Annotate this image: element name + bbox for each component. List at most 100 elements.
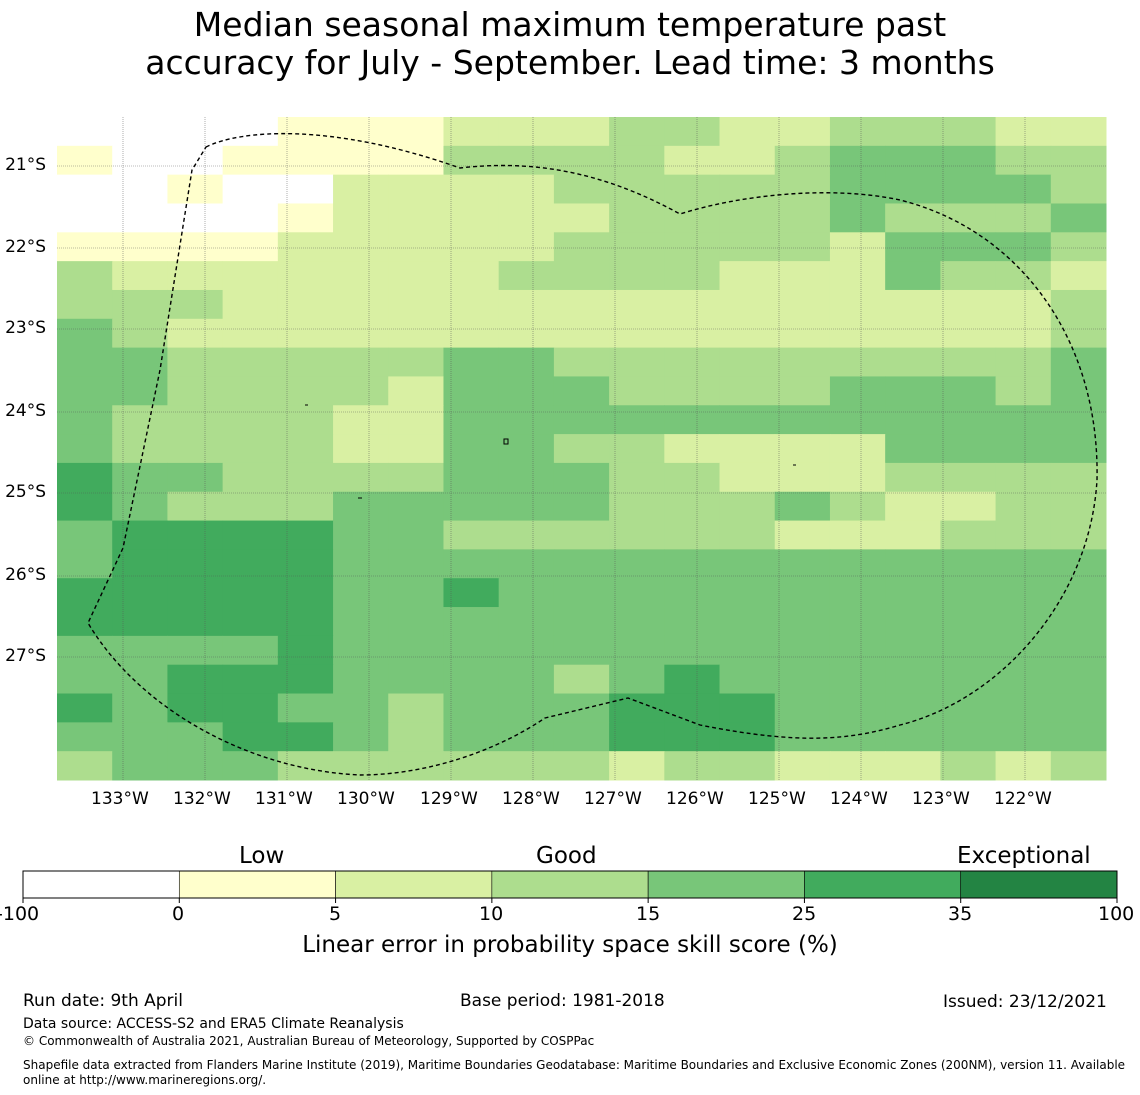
grid-cell xyxy=(829,203,886,233)
tick-label: 10 xyxy=(479,903,504,925)
grid-cell xyxy=(57,578,113,608)
grid-cell xyxy=(443,664,500,695)
grid-cell xyxy=(664,261,721,291)
grid-cell xyxy=(719,289,776,320)
grid-cell xyxy=(553,607,610,637)
grid-cell xyxy=(222,405,279,435)
grid-cell xyxy=(112,145,168,176)
grid-cell xyxy=(553,145,610,176)
grid-cell xyxy=(719,491,776,522)
grid-cell xyxy=(995,318,1052,349)
grid-cell xyxy=(940,261,997,291)
grid-cell xyxy=(333,434,389,464)
lon-label: 124°W xyxy=(830,789,888,809)
grid-cell xyxy=(167,117,224,147)
grid-cell xyxy=(995,203,1052,233)
grid-cell xyxy=(829,491,886,522)
grid-cell xyxy=(333,347,389,377)
grid-cell xyxy=(664,491,721,522)
grid-cell xyxy=(885,318,941,349)
grid-cell xyxy=(553,549,610,579)
lon-label: 122°W xyxy=(994,789,1052,809)
grid-cell xyxy=(498,232,555,262)
grid-cell xyxy=(664,751,721,781)
grid-cell xyxy=(664,578,721,608)
grid-cell xyxy=(829,347,886,377)
grid-cell xyxy=(333,376,389,406)
legend-category-good: Good xyxy=(536,843,597,869)
grid-cell xyxy=(719,664,776,695)
grid-cell xyxy=(885,117,941,147)
grid-cell xyxy=(553,520,610,550)
shapefile-credit-line-2: online at http://www.marineregions.org/. xyxy=(23,1073,267,1087)
lon-label: 132°W xyxy=(173,789,231,809)
skill-score-map xyxy=(57,117,1107,781)
grid-cell xyxy=(609,232,665,262)
grid-cell xyxy=(167,520,224,550)
grid-cell xyxy=(443,117,500,147)
grid-cell xyxy=(388,607,444,637)
grid-cell xyxy=(167,289,224,320)
grid-cell xyxy=(443,722,500,752)
grid-cell xyxy=(443,635,500,666)
grid-cell xyxy=(774,664,831,695)
grid-cell xyxy=(112,664,168,695)
grid-cell xyxy=(829,635,886,666)
grid-cell xyxy=(609,318,665,349)
grid-cell xyxy=(333,693,389,723)
grid-cell xyxy=(57,347,113,377)
grid-cell xyxy=(885,462,941,493)
grid-cell xyxy=(57,434,113,464)
grid-cell xyxy=(388,405,444,435)
grid-cell xyxy=(112,289,168,320)
colorbar-title: Linear error in probability space skill … xyxy=(302,932,838,958)
grid-cell xyxy=(829,318,886,349)
grid-cell xyxy=(112,578,168,608)
grid-cell xyxy=(940,232,997,262)
grid-cell xyxy=(719,462,776,493)
grid-cell xyxy=(719,203,776,233)
island-marker xyxy=(503,438,509,445)
grid-cell xyxy=(57,722,113,752)
grid-cell xyxy=(609,174,665,204)
grid-cell xyxy=(829,462,886,493)
grid-cell xyxy=(885,520,941,550)
grid-cell xyxy=(222,174,279,204)
grid-cell xyxy=(553,491,610,522)
grid-cell xyxy=(609,664,665,695)
grid-cell xyxy=(995,232,1052,262)
grid-cell xyxy=(333,405,389,435)
grid-cell xyxy=(333,232,389,262)
grid-cell xyxy=(995,520,1052,550)
grid-cell xyxy=(112,434,168,464)
grid-cell xyxy=(57,751,113,781)
grid-cell xyxy=(609,722,665,752)
colorbar-ticks xyxy=(22,898,1118,903)
grid-cell xyxy=(664,405,721,435)
grid-cell xyxy=(719,578,776,608)
grid-cell xyxy=(719,232,776,262)
grid-cell xyxy=(609,347,665,377)
grid-cell xyxy=(829,751,886,781)
grid-cell xyxy=(443,203,500,233)
grid-cell xyxy=(112,318,168,349)
grid-cell xyxy=(553,578,610,608)
grid-cell xyxy=(1050,722,1107,752)
grid-cell xyxy=(995,117,1052,147)
grid-cell xyxy=(829,520,886,550)
grid-cell xyxy=(498,520,555,550)
lat-label: 23°S xyxy=(5,318,46,338)
grid-cell xyxy=(112,693,168,723)
grid-cell xyxy=(774,261,831,291)
grid-cell xyxy=(112,635,168,666)
grid-cell xyxy=(885,751,941,781)
grid-cell xyxy=(167,462,224,493)
grid-cell xyxy=(553,722,610,752)
grid-cell xyxy=(57,405,113,435)
grid-cell xyxy=(1050,261,1107,291)
grid-cell xyxy=(995,462,1052,493)
grid-cell xyxy=(885,405,941,435)
grid-cell xyxy=(609,203,665,233)
lon-label: 126°W xyxy=(666,789,724,809)
grid-cell xyxy=(167,347,224,377)
